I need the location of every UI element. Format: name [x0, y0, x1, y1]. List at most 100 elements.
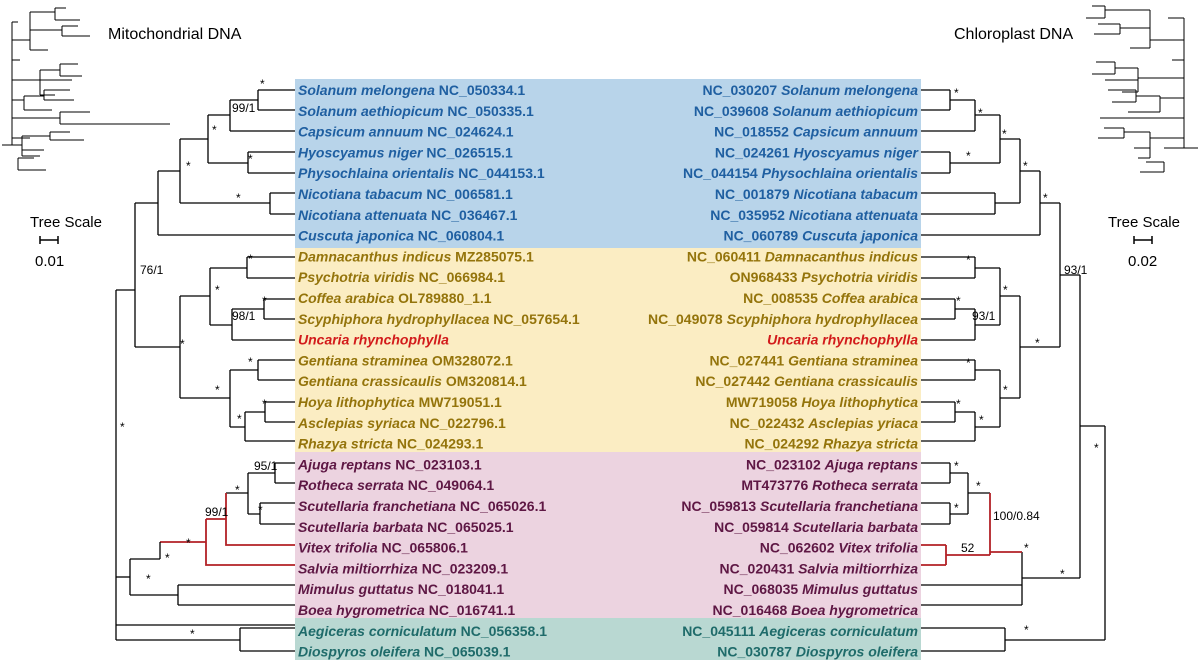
support-star: * [1003, 283, 1008, 297]
chloro-taxon-name: Hoya lithophytica [801, 394, 918, 410]
chloro-accession: NC_024261 [715, 144, 794, 160]
chloro-taxon-label: NC_022432 Asclepias yriaca [730, 415, 919, 431]
chloro-taxon-name: Ajuga reptans [824, 456, 919, 472]
chloro-taxon-name: Rhazya stricta [823, 436, 918, 452]
chloro-taxon-label: Uncaria rhynchophylla [767, 332, 918, 348]
mito-taxon-label: Cuscuta japonica NC_060804.1 [298, 228, 504, 244]
chloro-accession: NC_027441 [709, 352, 788, 368]
mito-taxon-name: Scutellaria franchetiana [298, 498, 456, 514]
mito-taxon-label: Vitex trifolia NC_065806.1 [298, 540, 468, 556]
lamiales-band [295, 452, 921, 618]
chloro-taxon-label: ON968433 Psychotria viridis [730, 269, 919, 285]
chloro-support-values: * * * * * * 93/1 * * * 93/1 * * * * * * … [954, 86, 1099, 637]
taxon-labels: Solanum melongena NC_050334.1 NC_030207 S… [297, 82, 920, 660]
support-star: * [215, 383, 220, 397]
chloro-taxon-label: NC_060789 Cuscuta japonica [723, 228, 918, 244]
mito-accession: NC_044153.1 [454, 165, 545, 181]
chloro-red-branches [921, 493, 1022, 566]
support-star: * [180, 337, 185, 351]
chloro-taxon-name: Coffea arabica [822, 290, 918, 306]
support-star: * [262, 397, 267, 411]
support-star: * [1002, 127, 1007, 141]
mito-accession: NC_060804.1 [414, 228, 505, 244]
chloro-scale-value: 0.02 [1128, 253, 1157, 270]
chloro-taxon-label: NC_030207 Solanum melongena [702, 82, 918, 98]
mito-taxon-label: Coffea arabica OL789880_1.1 [298, 290, 492, 306]
mito-taxon-label: Ajuga reptans NC_023103.1 [297, 456, 482, 472]
mito-accession: NC_065806.1 [378, 540, 469, 556]
chloro-taxon-name: Physochlaina orientalis [762, 165, 919, 181]
support-star: * [976, 479, 981, 493]
mito-accession: NC_049064.1 [404, 477, 495, 493]
mito-accession: OM320814.1 [442, 373, 527, 389]
chloro-accession: NC_062602 [760, 540, 839, 556]
mito-accession: NC_018041.1 [414, 581, 505, 597]
chloro-taxon-label: NC_008535 Coffea arabica [743, 290, 918, 306]
mito-taxon-label: Hoya lithophytica MW719051.1 [298, 394, 502, 410]
mito-taxon-name: Aegiceras corniculatum [297, 623, 457, 639]
chloro-taxon-label: NC_062602 Vitex trifolia [760, 540, 918, 556]
mito-taxon-name: Vitex trifolia [298, 540, 378, 556]
chloro-accession: NC_068035 [723, 581, 802, 597]
support-100-084: 100/0.84 [993, 509, 1040, 523]
chloro-taxon-label: MT473776 Rotheca serrata [741, 477, 918, 493]
chloro-taxon-name: Salvia miltiorrhiza [798, 560, 918, 576]
mito-accession: NC_016741.1 [425, 602, 516, 618]
support-star: * [146, 572, 151, 586]
chloro-taxon-name: Boea hygrometrica [791, 602, 918, 618]
support-star: * [260, 77, 265, 91]
mito-taxon-label: Asclepias syriaca NC_022796.1 [297, 415, 506, 431]
support-star: * [237, 412, 242, 426]
chloro-accession: NC_060789 [723, 228, 802, 244]
chloro-accession: ON968433 [730, 269, 802, 285]
mito-scale-bar [39, 236, 59, 244]
support-star: * [954, 459, 959, 473]
chloro-taxon-label: NC_024292 Rhazya stricta [744, 436, 918, 452]
chloro-taxon-name: Gentiana crassicaulis [774, 373, 918, 389]
chloro-taxon-name: Nicotiana tabacum [794, 186, 918, 202]
chloro-taxon-name: Hyoscyamus niger [794, 144, 920, 160]
chloro-taxon-label: NC_059813 Scutellaria franchetiana [681, 498, 918, 514]
support-star: * [1060, 567, 1065, 581]
mito-taxon-label: Hyoscyamus niger NC_026515.1 [298, 144, 513, 160]
mito-taxon-name: Salvia miltiorrhiza [298, 560, 418, 576]
chloro-tree [921, 89, 1106, 652]
mito-tree [115, 89, 295, 652]
chloro-taxon-name: Mimulus guttatus [802, 581, 918, 597]
chloro-accession: NC_059813 [681, 498, 760, 514]
support-52: 52 [961, 541, 975, 555]
chloro-taxon-name: Cuscuta japonica [802, 228, 918, 244]
chloro-taxon-name: Diospyros oleifera [796, 644, 918, 660]
mito-support-values: * 99/1 * * * * 76/1 * * * 98/1 * * * * *… [120, 77, 278, 641]
mito-taxon-label: Aegiceras corniculatum NC_056358.1 [297, 623, 547, 639]
mito-taxon-label: Nicotiana attenuata NC_036467.1 [298, 207, 518, 223]
chloro-taxon-label: NC_068035 Mimulus guttatus [723, 581, 918, 597]
chloro-title: Chloroplast DNA [954, 26, 1073, 43]
mito-taxon-label: Diospyros oleifera NC_065039.1 [298, 644, 511, 660]
support-star: * [248, 152, 253, 166]
mito-taxon-label: Nicotiana tabacum NC_006581.1 [298, 186, 513, 202]
mito-taxon-label: Psychotria viridis NC_066984.1 [298, 269, 505, 285]
support-star: * [1023, 159, 1028, 173]
support-star: * [165, 551, 170, 565]
chloro-accession: NC_016468 [713, 602, 792, 618]
mito-taxon-label: Solanum aethiopicum NC_050335.1 [298, 103, 534, 119]
support-star: * [956, 294, 961, 308]
support-star: * [262, 294, 267, 308]
mito-taxon-name: Rhazya stricta [298, 436, 393, 452]
support-95-1: 95/1 [254, 459, 278, 473]
chloro-taxon-name: Asclepias yriaca [807, 415, 918, 431]
mito-accession: NC_036467.1 [427, 207, 518, 223]
support-star: * [248, 252, 253, 266]
support-star: * [186, 159, 191, 173]
chloro-accession: NC_035952 [710, 207, 789, 223]
chloro-accession: NC_044154 [683, 165, 762, 181]
support-star: * [966, 149, 971, 163]
support-star: * [236, 191, 241, 205]
mito-taxon-name: Gentiana straminea [298, 352, 428, 368]
mito-taxon-name: Capsicum annuum [298, 124, 423, 140]
mito-accession: MW719051.1 [415, 394, 502, 410]
support-star: * [248, 355, 253, 369]
mito-taxon-name: Gentiana crassicaulis [298, 373, 442, 389]
mito-accession: NC_024293.1 [393, 436, 484, 452]
